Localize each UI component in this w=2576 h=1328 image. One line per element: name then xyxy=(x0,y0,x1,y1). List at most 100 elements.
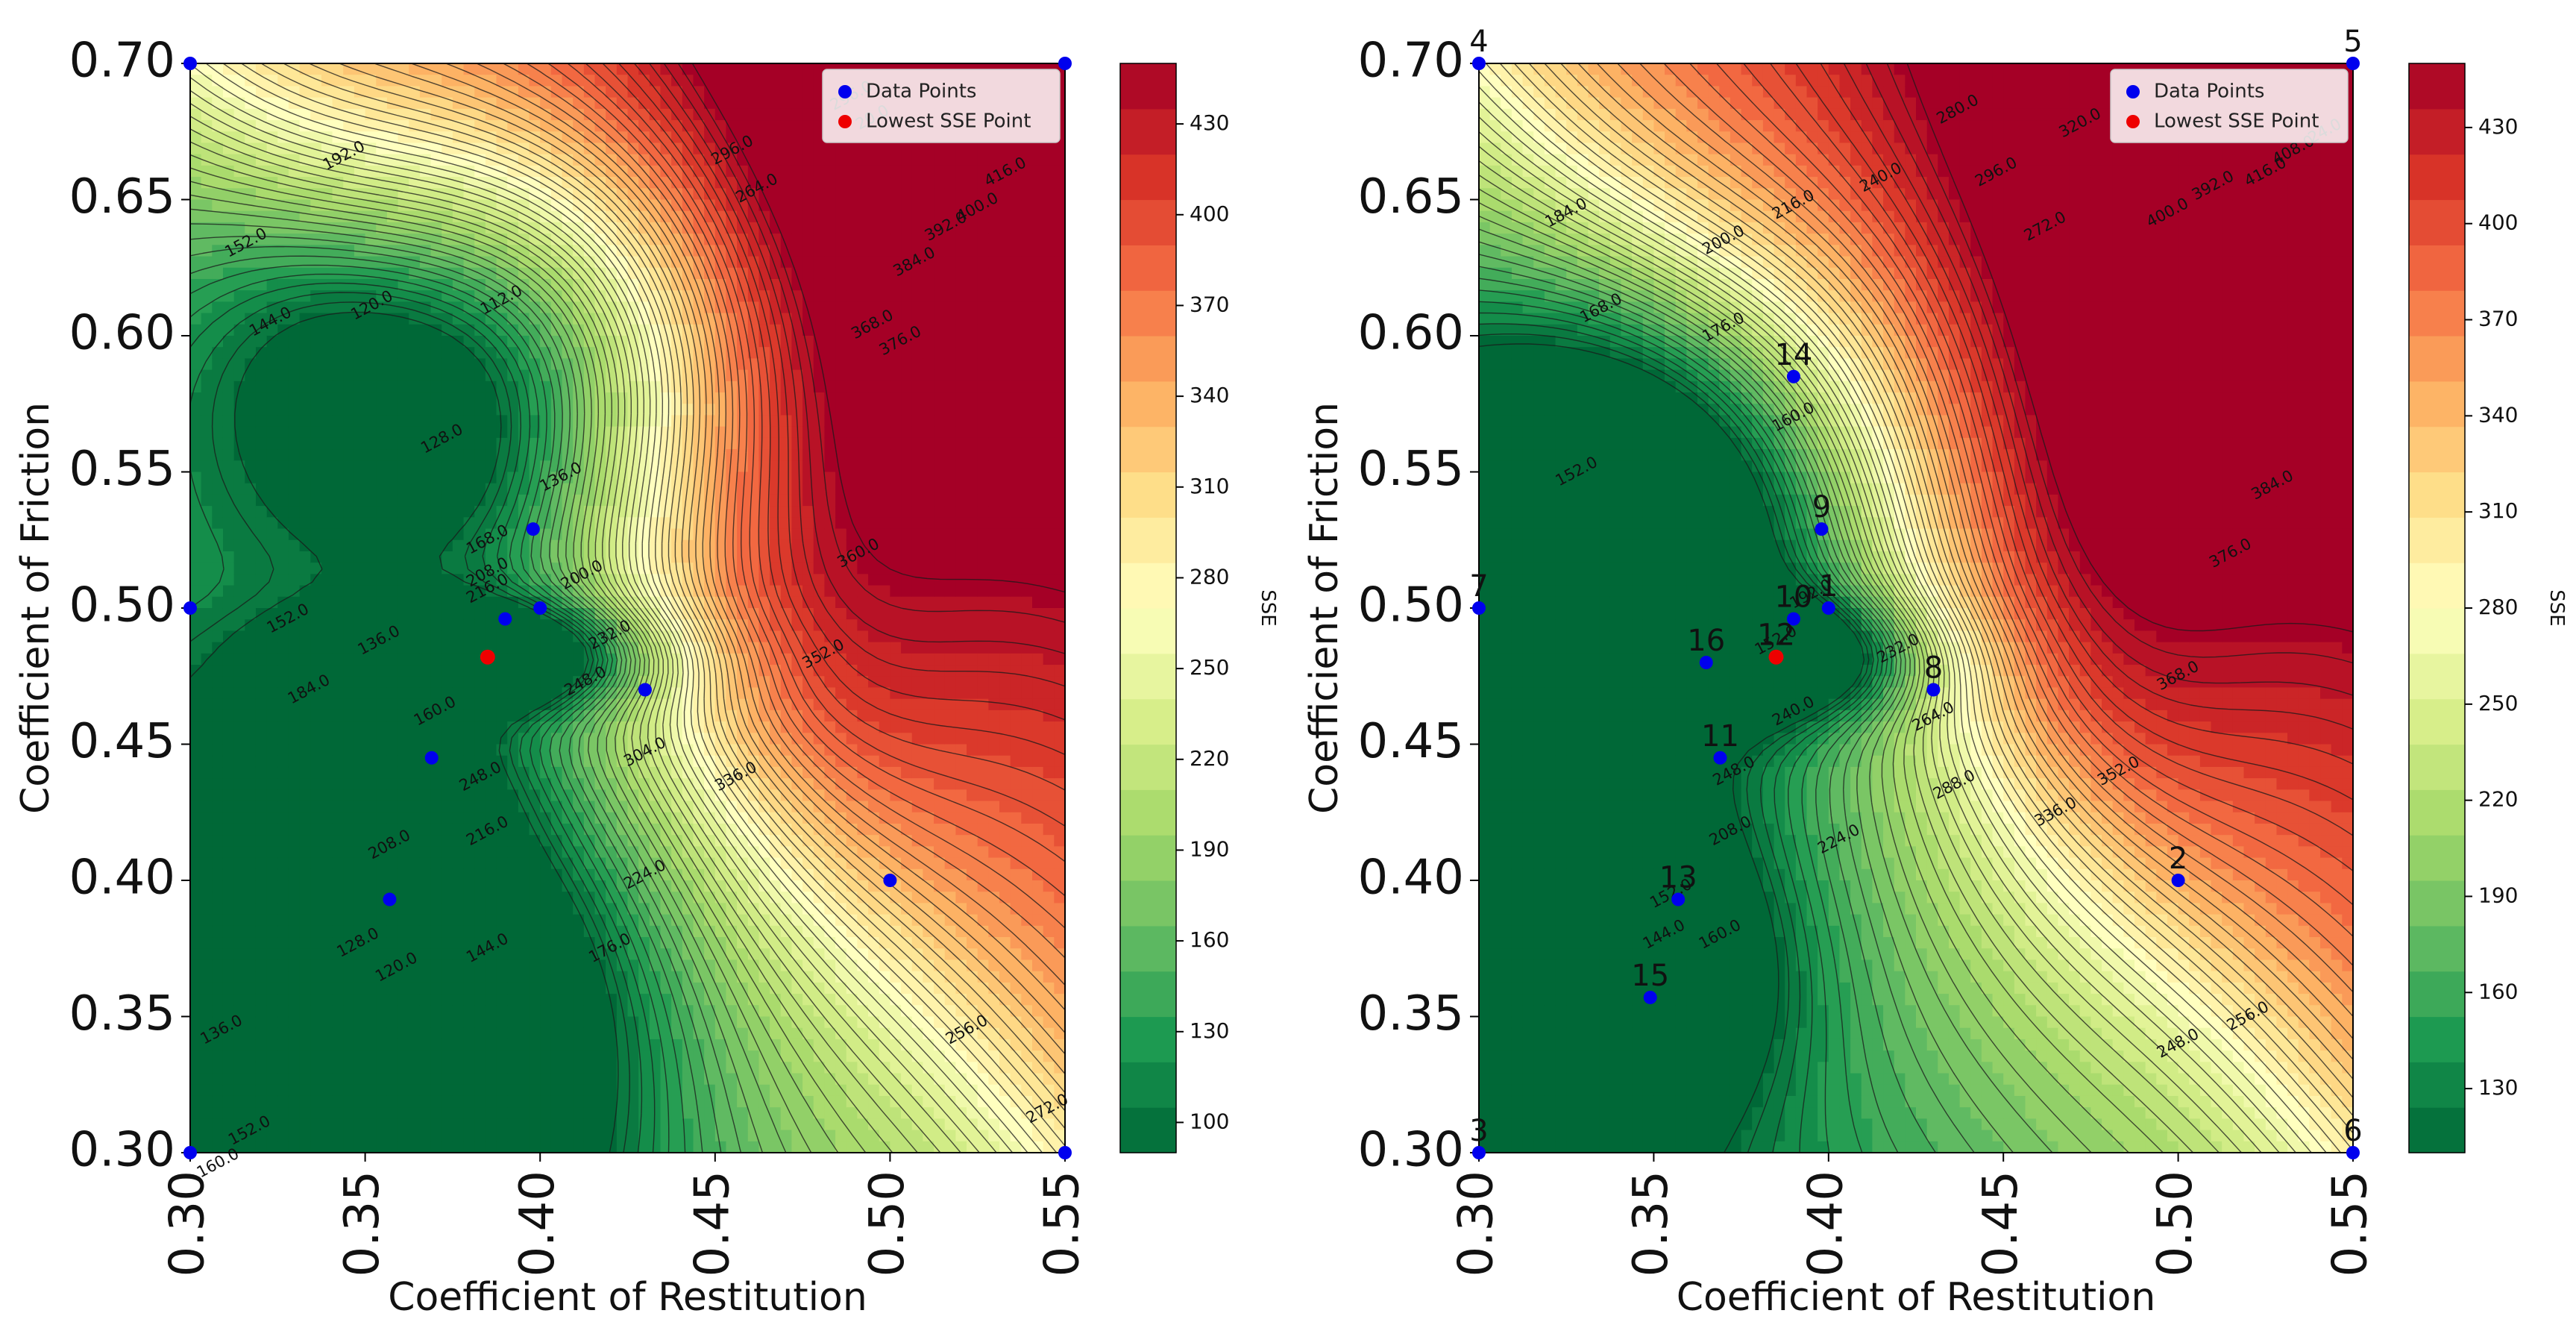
sse-cell xyxy=(463,517,475,530)
sse-cell xyxy=(474,506,486,518)
sse-cell xyxy=(452,574,465,586)
sse-cell xyxy=(190,687,202,700)
sse-cell xyxy=(485,608,497,620)
sse-cell xyxy=(430,369,442,382)
sse-cell xyxy=(354,698,366,711)
sse-cell xyxy=(660,120,672,132)
sse-cell xyxy=(529,1050,541,1062)
sse-cell xyxy=(726,472,738,484)
sse-cell xyxy=(386,392,399,404)
sse-cell xyxy=(419,539,432,552)
sse-cell xyxy=(386,494,399,507)
sse-cell xyxy=(660,1118,672,1131)
sse-cell xyxy=(343,404,355,416)
sse-cell xyxy=(299,245,311,257)
sse-cell xyxy=(627,131,639,144)
sse-cell xyxy=(442,653,453,665)
sse-cell xyxy=(583,199,596,212)
sse-cell xyxy=(726,97,738,110)
sse-cell xyxy=(562,642,574,654)
sse-cell xyxy=(212,608,224,620)
sse-cell xyxy=(518,789,530,802)
sse-cell xyxy=(430,177,442,189)
sse-cell xyxy=(606,1039,618,1051)
sse-cell xyxy=(529,154,541,166)
sse-cell xyxy=(594,857,606,870)
sse-cell xyxy=(507,925,519,938)
sse-cell xyxy=(594,177,606,189)
sse-cell xyxy=(376,823,388,836)
sse-cell xyxy=(299,256,311,269)
sse-cell xyxy=(452,1027,465,1040)
sse-cell xyxy=(540,892,552,904)
sse-cell xyxy=(386,857,399,870)
sse-cell xyxy=(310,358,322,371)
sse-cell xyxy=(299,801,311,813)
sse-cell xyxy=(529,948,541,961)
sse-cell xyxy=(321,245,333,257)
sse-cell xyxy=(649,188,662,201)
sse-cell xyxy=(321,608,333,620)
sse-cell xyxy=(409,415,421,427)
sse-cell xyxy=(573,86,585,98)
sse-cell xyxy=(737,517,749,530)
sse-cell xyxy=(518,903,530,915)
sse-cell xyxy=(310,63,322,75)
sse-cell xyxy=(562,994,574,1006)
sse-cell xyxy=(321,278,333,291)
sse-cell xyxy=(507,1095,519,1108)
sse-cell xyxy=(550,472,563,484)
sse-cell xyxy=(266,380,278,393)
sse-cell xyxy=(310,278,322,291)
sse-cell xyxy=(332,267,344,280)
sse-cell xyxy=(201,1130,213,1142)
sse-cell xyxy=(463,256,475,269)
sse-cell xyxy=(550,426,563,439)
sse-cell xyxy=(212,880,224,892)
sse-cell xyxy=(245,903,257,915)
sse-cell xyxy=(638,596,650,609)
sse-cell xyxy=(277,290,289,302)
sse-cell xyxy=(594,63,606,75)
sse-cell xyxy=(310,1141,322,1153)
sse-cell xyxy=(496,1073,508,1086)
sse-cell xyxy=(321,256,333,269)
sse-cell xyxy=(562,880,574,892)
sse-cell xyxy=(550,698,563,711)
sse-cell xyxy=(583,1016,596,1029)
sse-cell xyxy=(277,857,289,870)
sse-cell xyxy=(222,653,235,665)
sse-cell xyxy=(245,971,257,983)
sse-cell xyxy=(550,755,563,768)
sse-cell xyxy=(638,1073,650,1086)
sse-cell xyxy=(452,868,465,881)
sse-cell xyxy=(288,245,301,257)
sse-cell xyxy=(693,857,705,870)
sse-cell xyxy=(452,812,465,824)
sse-cell xyxy=(354,324,366,336)
sse-cell xyxy=(616,596,629,609)
sse-cell xyxy=(321,937,333,949)
sse-cell xyxy=(540,1095,552,1108)
sse-cell xyxy=(540,653,552,665)
sse-cell xyxy=(409,868,421,881)
sse-cell xyxy=(365,994,377,1006)
sse-cell xyxy=(496,653,508,665)
sse-cell xyxy=(638,892,650,904)
sse-cell xyxy=(255,563,268,574)
sse-cell xyxy=(485,426,497,439)
sse-cell xyxy=(627,1027,639,1040)
sse-cell xyxy=(321,642,333,654)
sse-cell xyxy=(518,778,530,790)
sse-cell xyxy=(627,347,639,360)
sse-cell xyxy=(714,1107,727,1119)
sse-cell xyxy=(310,267,322,280)
sse-cell xyxy=(594,1141,606,1153)
sse-cell xyxy=(737,75,749,87)
sse-cell xyxy=(321,755,333,768)
sse-cell xyxy=(343,380,355,393)
sse-cell xyxy=(594,1016,606,1029)
sse-cell xyxy=(354,676,366,689)
sse-cell xyxy=(518,551,530,563)
sse-cell xyxy=(485,619,497,632)
